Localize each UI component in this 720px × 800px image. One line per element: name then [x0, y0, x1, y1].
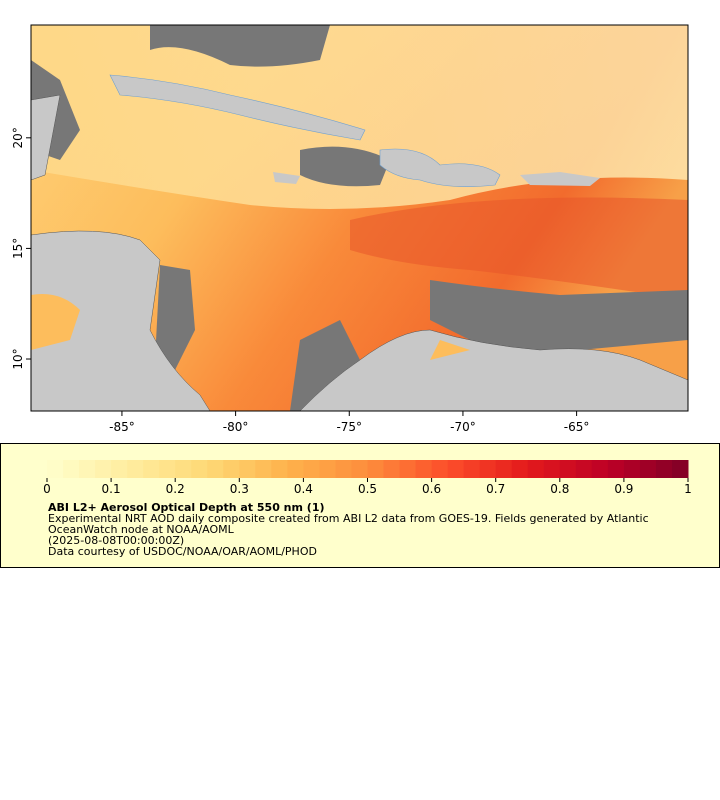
colorbar-tick-label: 0.8: [550, 482, 569, 496]
x-tick-label: -80°: [223, 420, 249, 434]
colorbar-swatch: [287, 460, 304, 478]
colorbar-swatch: [303, 460, 320, 478]
colorbar-swatch: [79, 460, 96, 478]
colorbar-swatch: [351, 460, 368, 478]
x-tick-label: -65°: [564, 420, 590, 434]
legend-title: ABI L2+ Aerosol Optical Depth at 550 nm …: [48, 501, 325, 514]
colorbar-swatch: [223, 460, 240, 478]
colorbar-tick-label: 0.4: [294, 482, 313, 496]
colorbar-swatch: [175, 460, 192, 478]
colorbar-swatch: [543, 460, 561, 478]
legend-line: Experimental NRT AOD daily composite cre…: [48, 512, 649, 525]
colorbar-swatch: [607, 460, 625, 478]
colorbar-swatch: [671, 460, 689, 478]
colorbar-tick-label: 0.3: [230, 482, 249, 496]
colorbar-swatch: [383, 460, 401, 478]
x-tick-label: -85°: [109, 420, 135, 434]
colorbar-swatch: [463, 460, 481, 478]
legend-line: Data courtesy of USDOC/NOAA/OAR/AOML/PHO…: [48, 545, 317, 558]
legend-line: OceanWatch node at NOAA/AOML: [48, 523, 235, 536]
colorbar-swatch: [127, 460, 144, 478]
x-tick-label: -75°: [336, 420, 362, 434]
colorbar-swatch: [447, 460, 465, 478]
colorbar-swatch: [207, 460, 224, 478]
colorbar-swatch: [335, 460, 352, 478]
x-tick-label: -70°: [450, 420, 476, 434]
colorbar-swatch: [655, 460, 673, 478]
colorbar-swatch: [239, 460, 256, 478]
colorbar-swatch: [191, 460, 208, 478]
colorbar-swatch: [527, 460, 545, 478]
colorbar-swatch: [47, 460, 64, 478]
colorbar-swatch: [415, 460, 433, 478]
map-image: [31, 25, 688, 411]
colorbar-swatch: [95, 460, 112, 478]
colorbar-swatch: [271, 460, 288, 478]
colorbar-swatch: [511, 460, 529, 478]
colorbar-swatch: [143, 460, 160, 478]
colorbar-swatch: [591, 460, 609, 478]
colorbar-swatch: [623, 460, 641, 478]
colorbar-swatch: [319, 460, 336, 478]
colorbar-swatch: [255, 460, 272, 478]
colorbar-swatch: [431, 460, 449, 478]
colorbar-swatch: [495, 460, 513, 478]
y-tick-label: 15°: [11, 238, 25, 259]
y-tick-label: 20°: [11, 127, 25, 148]
y-tick-label: 10°: [11, 348, 25, 369]
colorbar-swatch: [63, 460, 80, 478]
colorbar-tick-label: 0: [43, 482, 51, 496]
colorbar-tick-label: 0.5: [358, 482, 377, 496]
colorbar-tick-label: 1: [684, 482, 692, 496]
colorbar-swatch: [367, 460, 385, 478]
colorbar-tick-label: 0.7: [486, 482, 505, 496]
colorbar-swatch: [111, 460, 128, 478]
colorbar-swatch: [479, 460, 497, 478]
colorbar-tick-label: 0.2: [166, 482, 185, 496]
colorbar-swatch: [639, 460, 657, 478]
colorbar-swatch: [559, 460, 577, 478]
colorbar-swatch: [399, 460, 417, 478]
colorbar-swatch: [575, 460, 593, 478]
colorbar-tick-label: 0.9: [614, 482, 633, 496]
map-frame: [30, 24, 689, 412]
legend-line: (2025-08-08T00:00:00Z): [48, 534, 184, 547]
colorbar-tick-label: 0.1: [102, 482, 121, 496]
colorbar-swatch: [159, 460, 176, 478]
colorbar-tick-label: 0.6: [422, 482, 441, 496]
